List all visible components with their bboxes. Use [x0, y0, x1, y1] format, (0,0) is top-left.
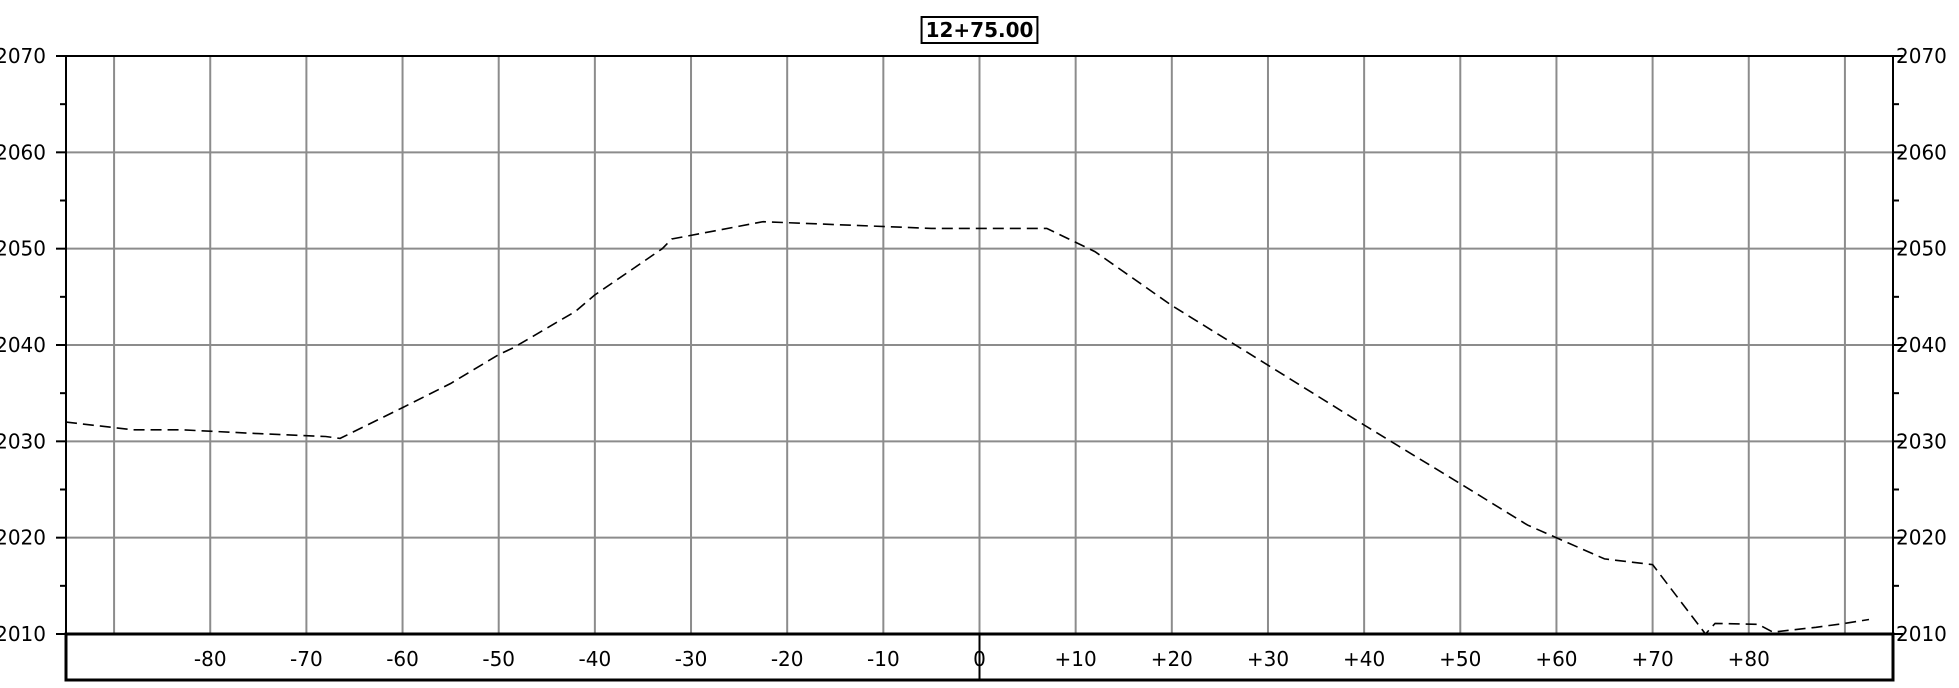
chart-title-box — [920, 16, 1039, 44]
y-tick-label-right: 2030 — [1896, 429, 1947, 453]
y-tick-label-left: 2030 — [0, 429, 46, 453]
x-tick-label: +10 — [1055, 647, 1097, 671]
x-tick-label: -80 — [194, 647, 227, 671]
y-tick-label-right: 2040 — [1896, 333, 1947, 357]
x-tick-label: +40 — [1343, 647, 1385, 671]
x-tick-label: +20 — [1151, 647, 1193, 671]
y-tick-label-right: 2070 — [1896, 44, 1947, 68]
x-tick-label: 0 — [973, 647, 986, 671]
x-tick-label: -40 — [579, 647, 612, 671]
x-tick-label: +70 — [1631, 647, 1673, 671]
y-tick-label-right: 2020 — [1896, 526, 1947, 550]
x-tick-label: -50 — [482, 647, 515, 671]
y-tick-label-left: 2060 — [0, 140, 46, 164]
x-tick-label: -70 — [290, 647, 323, 671]
chart-title: 12+75.00 — [926, 18, 1034, 42]
y-tick-label-right: 2050 — [1896, 237, 1947, 261]
x-tick-label: +80 — [1728, 647, 1770, 671]
y-tick-label-left: 2070 — [0, 44, 46, 68]
x-tick-label: -20 — [771, 647, 804, 671]
y-tick-label-left: 2020 — [0, 526, 46, 550]
x-axis-ticks: -80 -70 -60 -50 -40 -30 -20 -10 0 +10 +20 +30 +40 +50… — [194, 647, 1770, 671]
y-tick-label-right: 2060 — [1896, 140, 1947, 164]
y-tick-label-left: 2010 — [0, 622, 46, 646]
x-tick-label: -30 — [675, 647, 708, 671]
x-tick-label: +50 — [1439, 647, 1481, 671]
x-tick-label: -10 — [867, 647, 900, 671]
chart-title-group: 12+75.00 — [920, 16, 1039, 44]
y-tick-label-right: 2010 — [1896, 622, 1947, 646]
x-tick-label: +60 — [1535, 647, 1577, 671]
y-tick-label-left: 2050 — [0, 237, 46, 261]
x-tick-label: +30 — [1247, 647, 1289, 671]
y-axis-ticks: 2010 2010 2020 2020 2030 2030 2040 2040 2050 2050… — [0, 44, 1947, 646]
series-group — [65, 220, 1870, 636]
y-tick-label-left: 2040 — [0, 333, 46, 357]
ground-profile-line — [65, 220, 1870, 636]
grid — [66, 55, 1893, 635]
x-tick-label: -60 — [386, 647, 419, 671]
